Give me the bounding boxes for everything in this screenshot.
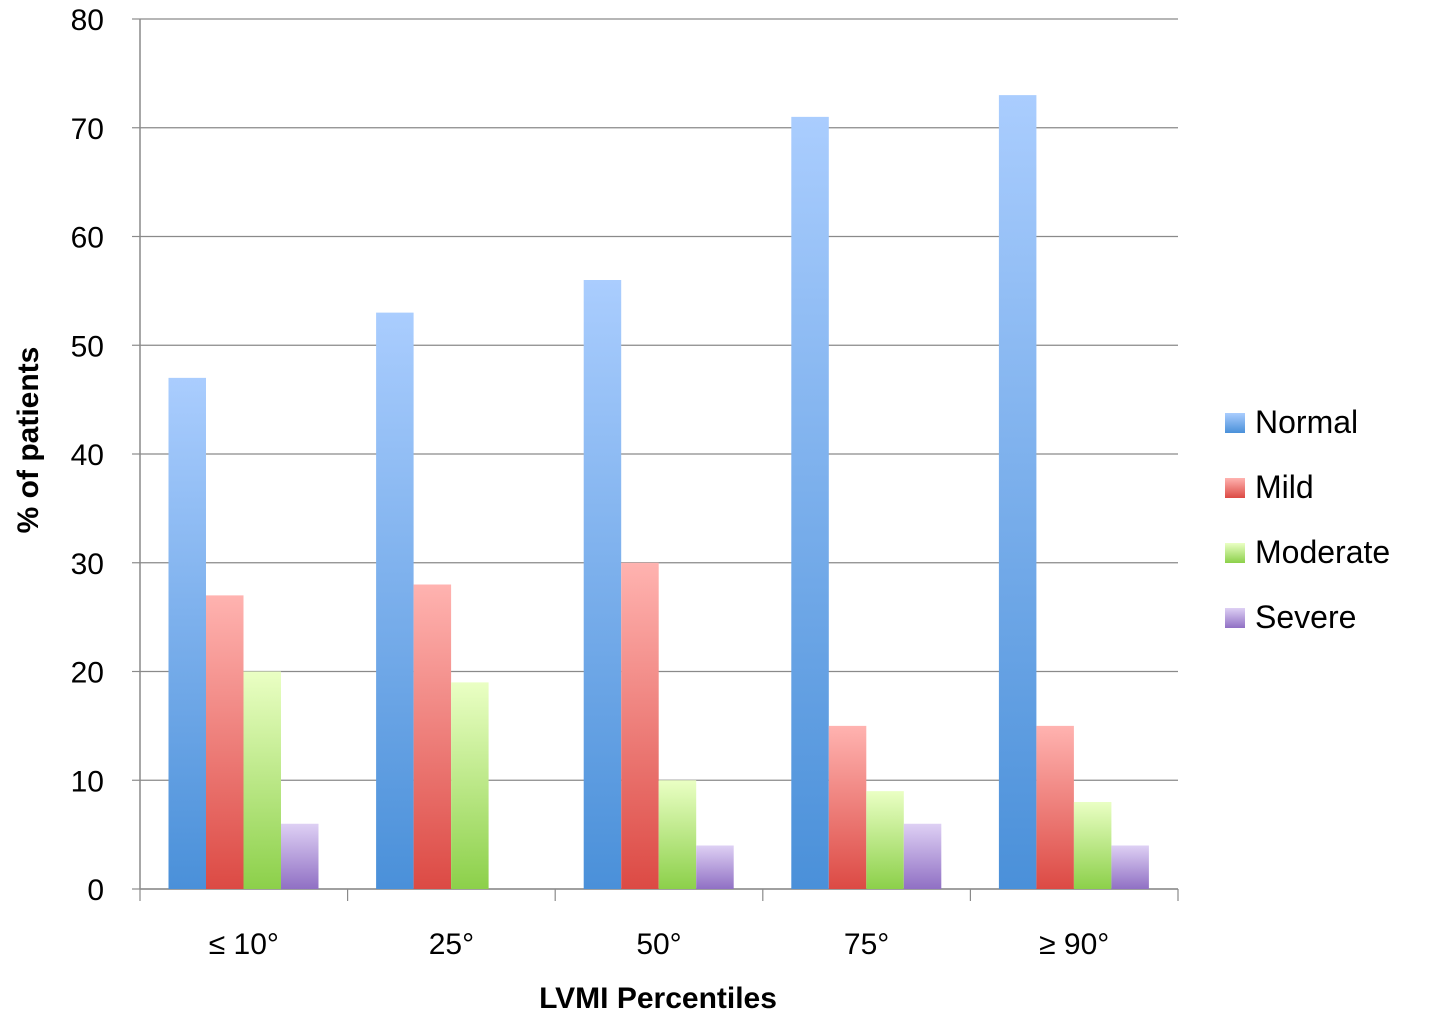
- bar-moderate-3: [866, 791, 904, 889]
- bar-severe-2: [696, 845, 734, 889]
- bar-normal-4: [998, 95, 1037, 889]
- y-axis-title: % of patients: [12, 347, 45, 534]
- bar-mild-2: [621, 562, 659, 889]
- x-tick-label: 75°: [844, 928, 889, 961]
- bar-moderate-4: [1073, 802, 1112, 889]
- bar-mild-3: [828, 725, 867, 889]
- bar-normal-3: [791, 116, 829, 889]
- legend-label-normal: Normal: [1255, 404, 1358, 440]
- x-tick-label: 25°: [429, 928, 474, 961]
- bar-moderate-1: [451, 682, 489, 889]
- y-tick-label: 20: [71, 657, 104, 690]
- bar-normal-0: [168, 377, 206, 889]
- y-tick-label: 80: [71, 4, 104, 37]
- x-tick-label: 50°: [636, 928, 681, 961]
- legend: Normal Mild Moderate Severe: [1225, 404, 1390, 635]
- bar-mild-0: [206, 595, 244, 889]
- x-tick-label: ≥ 90°: [1039, 928, 1109, 961]
- y-tick-label: 60: [71, 222, 104, 255]
- bar-moderate-2: [658, 780, 697, 889]
- bar-normal-2: [583, 280, 622, 889]
- bar-severe-0: [281, 823, 319, 889]
- bar-moderate-0: [243, 671, 281, 889]
- bars: [168, 95, 1149, 889]
- legend-swatch-normal: [1225, 413, 1245, 433]
- x-tick-label: ≤ 10°: [209, 928, 279, 961]
- bar-severe-3: [903, 823, 942, 889]
- y-tick-label: 50: [71, 330, 104, 363]
- tick-labels: 0 10 20 30 40 50 60 70 80 ≤ 10° 25° 50° 75° ≥ 90°: [71, 4, 1110, 961]
- legend-label-mild: Mild: [1255, 469, 1314, 505]
- y-tick-label: 70: [71, 113, 104, 146]
- bar-mild-1: [413, 584, 452, 889]
- y-tick-label: 40: [71, 439, 104, 472]
- bar-normal-1: [376, 312, 414, 889]
- y-tick-label: 0: [87, 874, 104, 907]
- x-axis-title: LVMI Percentiles: [539, 982, 777, 1012]
- bar-severe-4: [1111, 845, 1149, 889]
- legend-swatch-severe: [1225, 608, 1245, 628]
- gridlines: [140, 18, 1178, 890]
- y-tick-label: 30: [71, 548, 104, 581]
- legend-swatch-moderate: [1225, 543, 1245, 563]
- legend-label-moderate: Moderate: [1255, 534, 1390, 570]
- bar-mild-4: [1036, 725, 1074, 889]
- y-tick-label: 10: [71, 765, 104, 798]
- legend-swatch-mild: [1225, 478, 1245, 498]
- legend-label-severe: Severe: [1255, 599, 1356, 635]
